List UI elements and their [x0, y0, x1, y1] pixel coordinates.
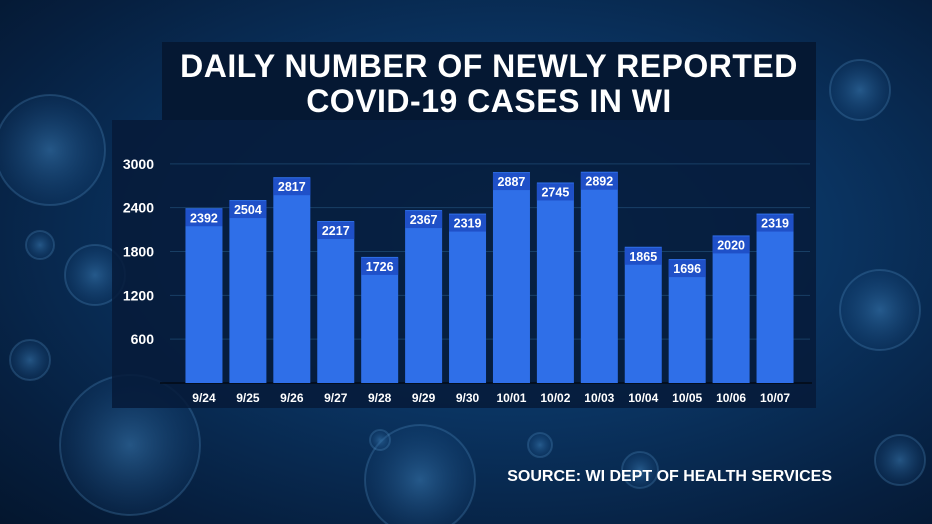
bar-value-label: 2367: [410, 213, 438, 227]
x-tick-label: 10/07: [760, 391, 790, 405]
bar: [273, 177, 311, 383]
bar: [624, 246, 662, 383]
x-tick-label: 10/06: [716, 391, 746, 405]
bar-label-bg: [317, 222, 355, 240]
x-tick-label: 9/24: [192, 391, 216, 405]
bar-label-bg: [405, 211, 443, 229]
bar: [536, 182, 574, 383]
bar-value-label: 1726: [366, 260, 394, 274]
bar-value-label: 1865: [629, 250, 657, 264]
bar-label-bg: [185, 209, 223, 227]
source-note: SOURCE: WI DEPT OF HEALTH SERVICES: [507, 468, 832, 485]
bar-label-bg: [361, 257, 399, 275]
bar-label-bg: [229, 201, 267, 219]
chart-title-box: DAILY NUMBER OF NEWLY REPORTED COVID-19 …: [162, 42, 816, 120]
bar-label-bg: [580, 172, 618, 190]
x-tick-label: 10/04: [628, 391, 658, 405]
bar: [756, 213, 794, 383]
x-tick-label: 9/30: [456, 391, 480, 405]
x-tick-label: 10/01: [496, 391, 526, 405]
bar: [405, 210, 443, 383]
bar: [668, 259, 706, 383]
bar-label-bg: [273, 178, 311, 196]
bar: [229, 200, 267, 383]
bar-value-label: 1696: [673, 262, 701, 276]
y-tick-label: 1800: [123, 244, 154, 260]
bar-label-bg: [712, 236, 750, 254]
y-tick-label: 3000: [123, 156, 154, 172]
bar-label-bg: [449, 214, 487, 232]
bar-value-label: 2217: [322, 224, 350, 238]
bar: [492, 172, 530, 383]
x-tick-label: 9/28: [368, 391, 392, 405]
x-tick-label: 9/25: [236, 391, 260, 405]
bar-value-label: 2892: [585, 175, 613, 189]
bar: [185, 208, 223, 383]
chart-title-line-1: DAILY NUMBER OF NEWLY REPORTED: [180, 48, 798, 84]
bar-value-label: 2887: [498, 175, 526, 189]
x-tick-label: 10/05: [672, 391, 702, 405]
bar: [712, 235, 750, 383]
bar-value-label: 2319: [761, 217, 789, 231]
bar: [361, 256, 399, 383]
x-tick-label: 10/02: [540, 391, 570, 405]
bar: [449, 213, 487, 383]
bar-value-label: 2817: [278, 180, 306, 194]
bar-value-label: 2392: [190, 211, 218, 225]
x-tick-label: 9/26: [280, 391, 304, 405]
bar-label-bg: [492, 173, 530, 191]
bar-label-bg: [536, 183, 574, 201]
x-tick-label: 10/03: [584, 391, 614, 405]
bar-value-label: 2020: [717, 238, 745, 252]
bar-label-bg: [668, 260, 706, 278]
x-axis-ticks: 9/24 9/25 9/26 9/27 9/28 9/29 9/30 10/01 10/02 10…: [192, 391, 790, 405]
bar-value-label: 2319: [454, 217, 482, 231]
bar: [317, 221, 355, 383]
bars: 2392 2504 2817 2217 1726 2367 2319 2887 2745 2892…: [185, 171, 794, 383]
y-tick-label: 2400: [123, 200, 154, 216]
y-tick-label: 1200: [123, 287, 154, 303]
bar-label-bg: [624, 247, 662, 265]
bar-label-bg: [756, 214, 794, 232]
y-axis-ticks: 600 1200 1800 2400 3000: [123, 156, 154, 347]
bar-value-label: 2504: [234, 203, 262, 217]
chart-title-line-2: COVID-19 CASES IN WI: [306, 83, 672, 119]
x-tick-label: 9/27: [324, 391, 348, 405]
bar-value-label: 2745: [541, 185, 569, 199]
y-tick-label: 600: [131, 331, 155, 347]
bar: [580, 171, 618, 383]
x-tick-label: 9/29: [412, 391, 436, 405]
